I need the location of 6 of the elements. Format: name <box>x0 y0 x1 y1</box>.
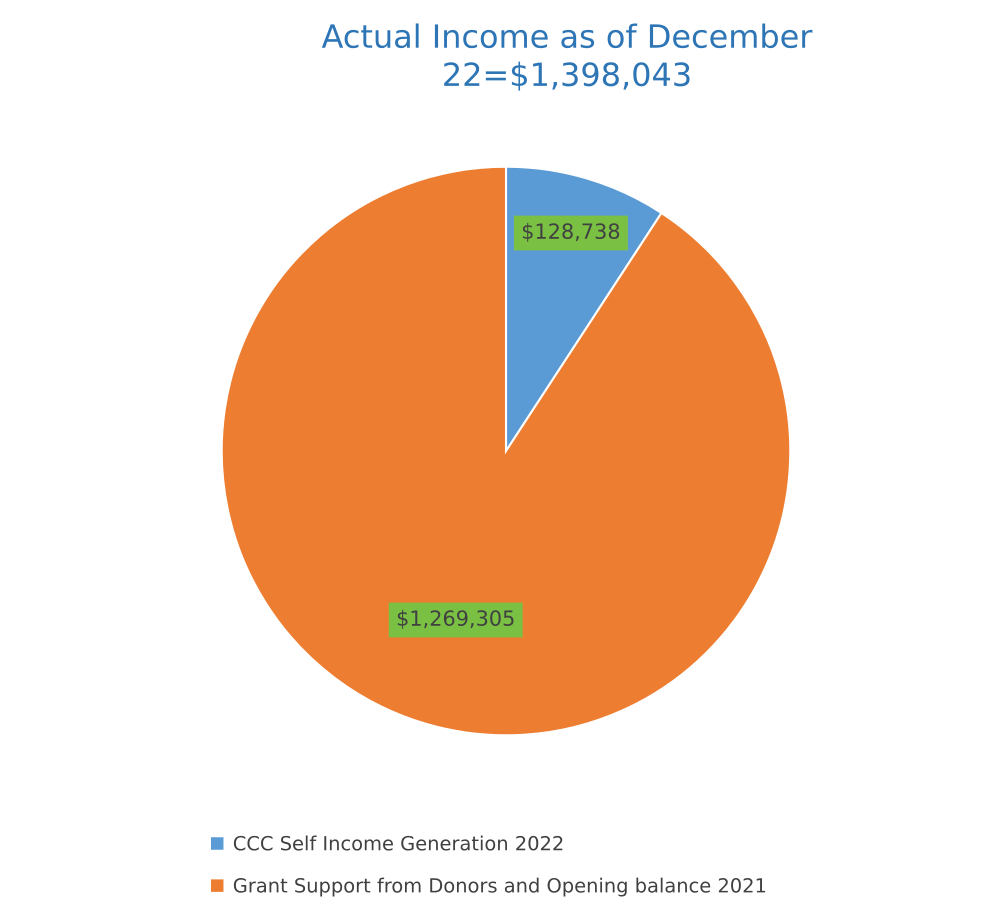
data-label: $1,269,305 <box>398 610 514 629</box>
pie-slice <box>220 166 792 736</box>
legend-label: Grant Support from Donors and Opening balance 2021 <box>234 878 766 896</box>
chart-title: Actual Income as of December 22=$1,398,043 <box>322 23 812 91</box>
data-label: $128,738 <box>522 222 620 242</box>
legend-label: CCC Self Income Generation 2022 <box>234 836 562 851</box>
